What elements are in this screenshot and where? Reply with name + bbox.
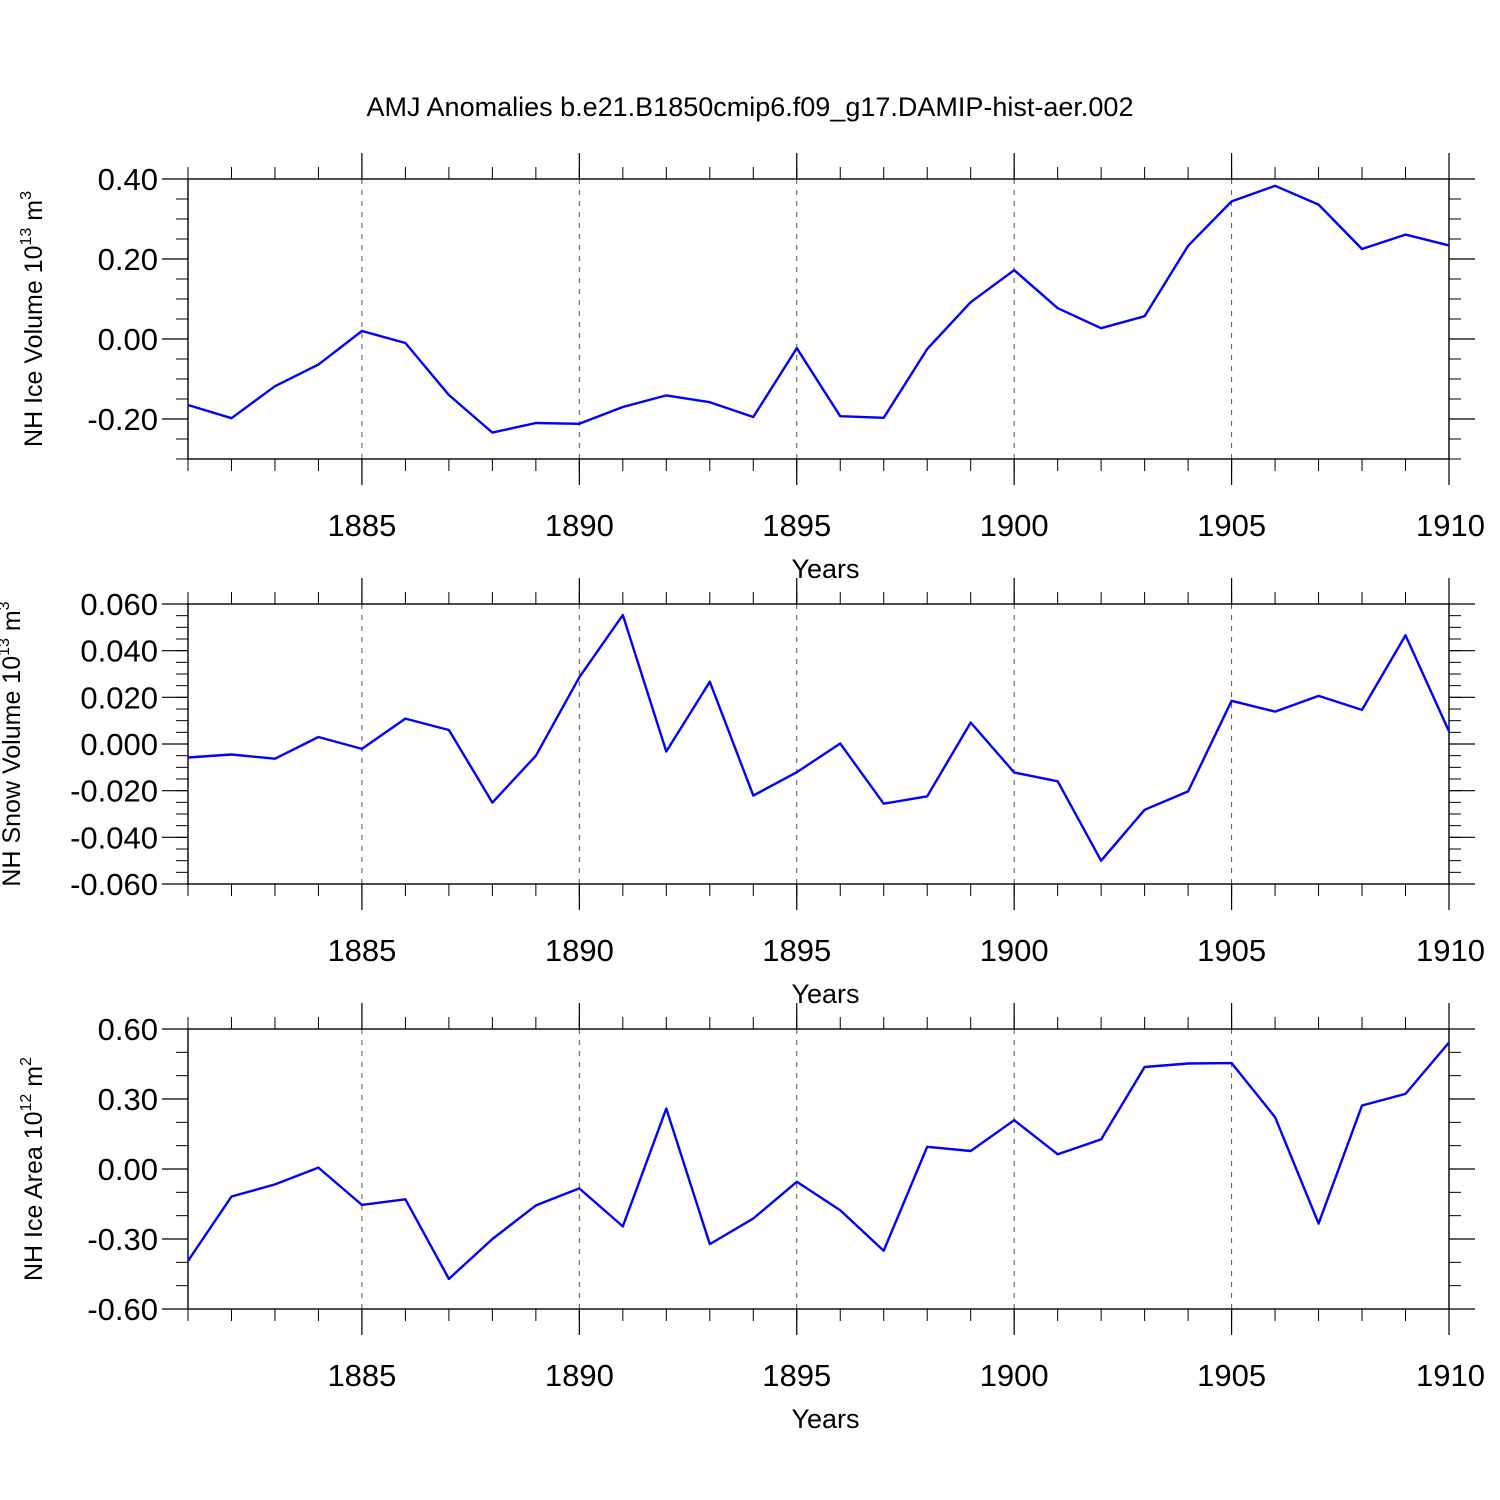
x-axis-label: Years <box>791 554 859 584</box>
y-tick-label: 0.00 <box>98 1152 158 1187</box>
x-tick-label: 1885 <box>327 1358 396 1393</box>
y-tick-label: -0.20 <box>87 402 158 437</box>
y-tick-label: -0.020 <box>70 774 158 809</box>
y-axis-label-unit: m <box>0 610 26 638</box>
x-tick-label: 1910 <box>1416 933 1485 968</box>
x-axis-label: Years <box>791 1404 859 1434</box>
chart-panel-2: 0.060 0.040 0.020 0.000 -0.020 -0.040 -0.060 18… <box>0 578 1485 1009</box>
data-series-line <box>187 613 1451 862</box>
x-tick-label: 1910 <box>1416 508 1485 543</box>
y-tick-label: -0.060 <box>70 867 158 902</box>
x-tick-label: 1895 <box>762 508 831 543</box>
y-tick-label: -0.040 <box>70 820 158 855</box>
x-tick-label: 1905 <box>1197 933 1266 968</box>
y-tick-label: -0.30 <box>87 1222 158 1257</box>
y-axis-label-text: NH Ice Volume 10 <box>20 245 48 447</box>
y-tick-label: 0.040 <box>80 634 158 669</box>
x-tick-label: 1905 <box>1197 508 1266 543</box>
data-series-line <box>187 1041 1450 1281</box>
x-tick-label: 1890 <box>545 508 614 543</box>
y-axis-label-unit-exponent: 3 <box>18 191 35 200</box>
y-tick-label: 0.020 <box>80 680 158 715</box>
plot-frame <box>187 178 1450 460</box>
x-tick-label: 1890 <box>545 1358 614 1393</box>
y-axis-label-unit: m <box>20 200 48 228</box>
y-axis-label-text: NH Snow Volume 10 <box>0 656 26 887</box>
y-tick-label: 0.00 <box>98 322 158 357</box>
y-tick-label: 0.20 <box>98 242 158 277</box>
chart-title: AMJ Anomalies b.e21.B1850cmip6.f09_g17.D… <box>367 92 1134 122</box>
chart-panels: 0.40 0.20 0.00 -0.20 1885 1890 1895 1900 1905 191… <box>0 153 1485 1434</box>
x-tick-label: 1905 <box>1197 1358 1266 1393</box>
x-tick-label: 1895 <box>762 1358 831 1393</box>
x-tick-label: 1885 <box>327 933 396 968</box>
y-tick-label: 0.60 <box>98 1012 158 1047</box>
y-tick-label: 0.40 <box>98 162 158 197</box>
y-axis-label-unit-exponent: 3 <box>0 601 13 610</box>
x-tick-label: 1910 <box>1416 1358 1485 1393</box>
y-axis-label: NH Snow Volume 1013 m3 <box>0 601 26 886</box>
y-tick-label: 0.30 <box>98 1082 158 1117</box>
x-tick-label: 1890 <box>545 933 614 968</box>
x-tick-label: 1885 <box>327 508 396 543</box>
y-axis-label-unit-exponent: 2 <box>18 1057 35 1066</box>
x-tick-label: 1900 <box>980 508 1049 543</box>
y-axis-label-text: NH Ice Area 10 <box>20 1111 48 1281</box>
y-axis-label: NH Ice Volume 1013 m3 <box>18 191 48 447</box>
plot-frame <box>187 603 1450 885</box>
y-tick-label: 0.000 <box>80 727 158 762</box>
chart-panel-3: 0.60 0.30 0.00 -0.30 -0.60 1885 1890 1895 1900 19… <box>18 1003 1485 1434</box>
plot-frame <box>187 1028 1450 1310</box>
y-axis-label-unit: m <box>20 1066 48 1094</box>
y-axis-label-exponent: 13 <box>18 228 35 246</box>
y-axis-label-exponent: 12 <box>18 1094 35 1112</box>
x-axis-label: Years <box>791 979 859 1009</box>
y-axis-label: NH Ice Area 1012 m2 <box>18 1057 48 1281</box>
y-axis-label-exponent: 13 <box>0 638 13 656</box>
x-tick-label: 1900 <box>980 933 1049 968</box>
data-series-line <box>187 184 1450 434</box>
y-tick-label: 0.060 <box>80 587 158 622</box>
x-tick-label: 1895 <box>762 933 831 968</box>
x-tick-label: 1900 <box>980 1358 1049 1393</box>
chart-panel-1: 0.40 0.20 0.00 -0.20 1885 1890 1895 1900 1905 191… <box>18 153 1485 584</box>
y-tick-label: -0.60 <box>87 1292 158 1327</box>
